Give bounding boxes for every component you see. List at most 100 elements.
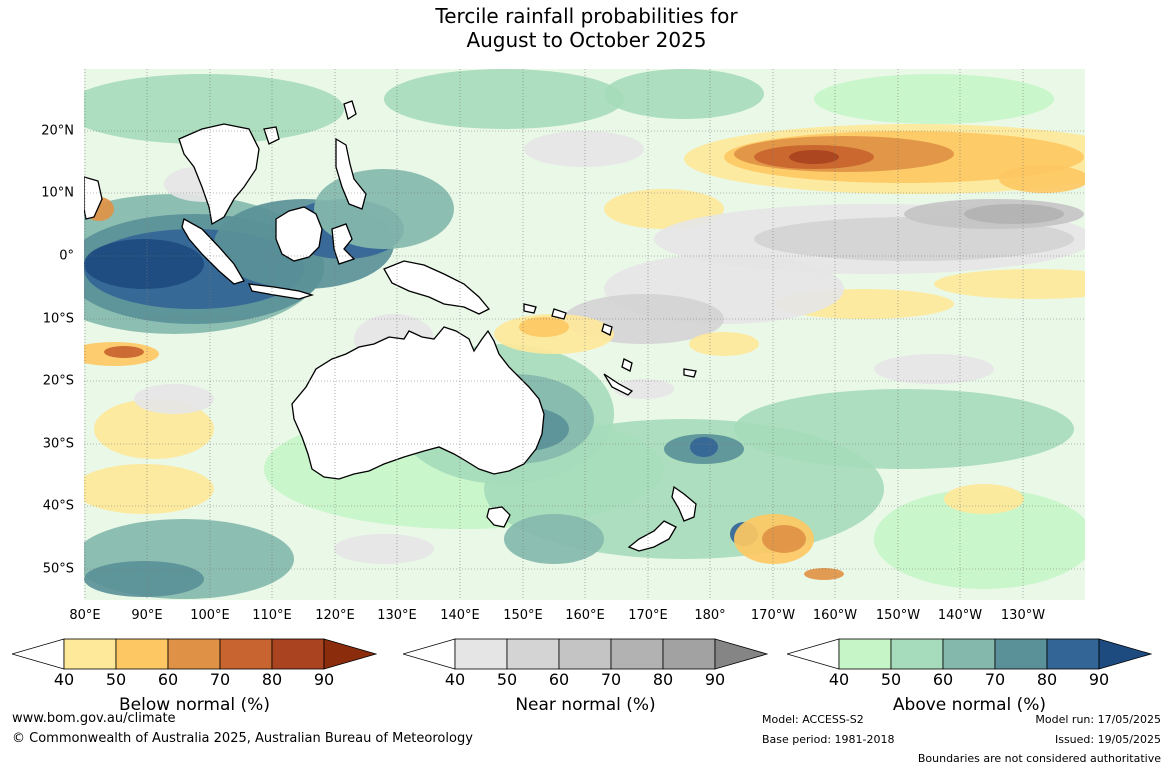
longitude-label: 100°E (190, 608, 230, 623)
colourbar-segment (942, 638, 996, 670)
colourbar-segment (506, 638, 560, 670)
colourbar-tick-label: 70 (984, 670, 1006, 689)
probability-patch (84, 561, 204, 597)
coastline (621, 358, 633, 372)
probability-patch (524, 131, 644, 167)
colourbar-tick-label: 40 (444, 670, 466, 689)
longitude-label: 90°E (131, 608, 163, 623)
map-title: Tercile rainfall probabilities for Augus… (0, 4, 1173, 52)
colourbar-tick-label: 60 (548, 670, 570, 689)
above-legend-title: Above normal (%) (892, 695, 1047, 715)
coastline (331, 223, 356, 265)
probability-map (84, 69, 1085, 600)
colourbar-segment (714, 638, 768, 670)
colourbar-segment (994, 638, 1048, 670)
colourbar-tick-label: 50 (496, 670, 518, 689)
base-period-text: Base period: 1981-2018 (762, 733, 895, 746)
latitude-label: 30°S (42, 436, 74, 452)
longitude-label: 130°W (1000, 608, 1046, 623)
probability-patch (814, 74, 1054, 124)
probability-patch (84, 74, 344, 144)
coastline (275, 206, 323, 262)
colourbar-segment (454, 638, 508, 670)
coastline (178, 123, 260, 226)
colourbar-segment (1046, 638, 1100, 670)
coastline (84, 176, 103, 220)
copyright-text: © Commonwealth of Australia 2025, Austra… (12, 731, 473, 746)
probability-patch (762, 525, 806, 553)
colourbar-tick-label: 90 (704, 670, 726, 689)
colourbar-tick-label: 50 (105, 670, 127, 689)
map-canvas (84, 69, 1085, 600)
colourbar-segment (12, 638, 65, 670)
probability-patch (999, 165, 1085, 193)
latitude-label: 0° (59, 248, 74, 264)
longitude-label: 160°W (812, 608, 858, 623)
probability-patch (84, 239, 204, 289)
colourbar-tick-label: 90 (1088, 670, 1110, 689)
website-link[interactable]: www.bom.gov.au/climate (12, 711, 176, 726)
latitude-label: 50°S (42, 561, 74, 577)
probability-patch (690, 437, 718, 457)
model-run-text: Model run: 17/05/2025 (1035, 713, 1161, 726)
colourbar-tick-label: 80 (261, 670, 283, 689)
boundaries-disclaimer: Boundaries are not considered authoritat… (917, 752, 1161, 765)
longitude-label: 180° (694, 608, 726, 623)
model-text: Model: ACCESS-S2 (762, 713, 864, 726)
map-title-line2: August to October 2025 (466, 28, 707, 52)
coastline (343, 100, 357, 121)
longitude-label: 110°E (252, 608, 292, 623)
latitude-label: 10°S (42, 311, 74, 327)
longitude-label: 140°E (440, 608, 480, 623)
colourbar-tick-label: 50 (880, 670, 902, 689)
above-colourbar (787, 638, 1152, 670)
coastline (181, 218, 245, 285)
longitude-label: 120°E (315, 608, 355, 623)
below-colourbar (12, 638, 377, 670)
colourbar-segment (1098, 638, 1152, 670)
probability-patch (874, 354, 994, 384)
longitude-label: 140°W (937, 608, 983, 623)
latitude-label: 20°S (42, 373, 74, 389)
below-legend-title: Below normal (%) (119, 695, 270, 715)
coastline (383, 260, 491, 315)
probability-patch (689, 332, 759, 356)
longitude-label: 80°E (69, 608, 101, 623)
longitude-label: 150°W (875, 608, 921, 623)
colourbar-segment (219, 638, 273, 670)
probability-patch (384, 69, 624, 129)
probability-patch (134, 384, 214, 414)
probability-patch (964, 204, 1064, 224)
probability-patch (804, 568, 844, 580)
latitude-label: 10°N (41, 185, 74, 201)
colourbar-tick-label: 80 (652, 670, 674, 689)
coastline (335, 137, 367, 210)
colourbar-tick-label: 60 (157, 670, 179, 689)
colourbar-segment (662, 638, 716, 670)
colourbar-tick-label: 40 (828, 670, 850, 689)
probability-patch (789, 150, 839, 164)
longitude-label: 130°E (377, 608, 417, 623)
probability-patch (604, 69, 764, 119)
coastline (627, 520, 677, 552)
coastline (671, 485, 697, 522)
near-legend-title: Near normal (%) (515, 695, 656, 715)
near-colourbar (403, 638, 768, 670)
colourbar-tick-label: 40 (53, 670, 75, 689)
colourbar-segment (323, 638, 377, 670)
colourbar-segment (558, 638, 612, 670)
coastline (247, 283, 315, 300)
probability-patch (84, 464, 214, 514)
coastline (523, 303, 537, 314)
colourbar-tick-label: 80 (1036, 670, 1058, 689)
colourbar-segment (838, 638, 892, 670)
colourbar-segment (271, 638, 325, 670)
latitude-label: 20°N (41, 123, 74, 139)
probability-patch (519, 317, 569, 337)
longitude-label: 160°E (565, 608, 605, 623)
colourbar-tick-label: 90 (313, 670, 335, 689)
colourbar-tick-label: 70 (600, 670, 622, 689)
land-masses (84, 100, 697, 552)
coastline (486, 506, 511, 528)
colourbar-segment (610, 638, 664, 670)
